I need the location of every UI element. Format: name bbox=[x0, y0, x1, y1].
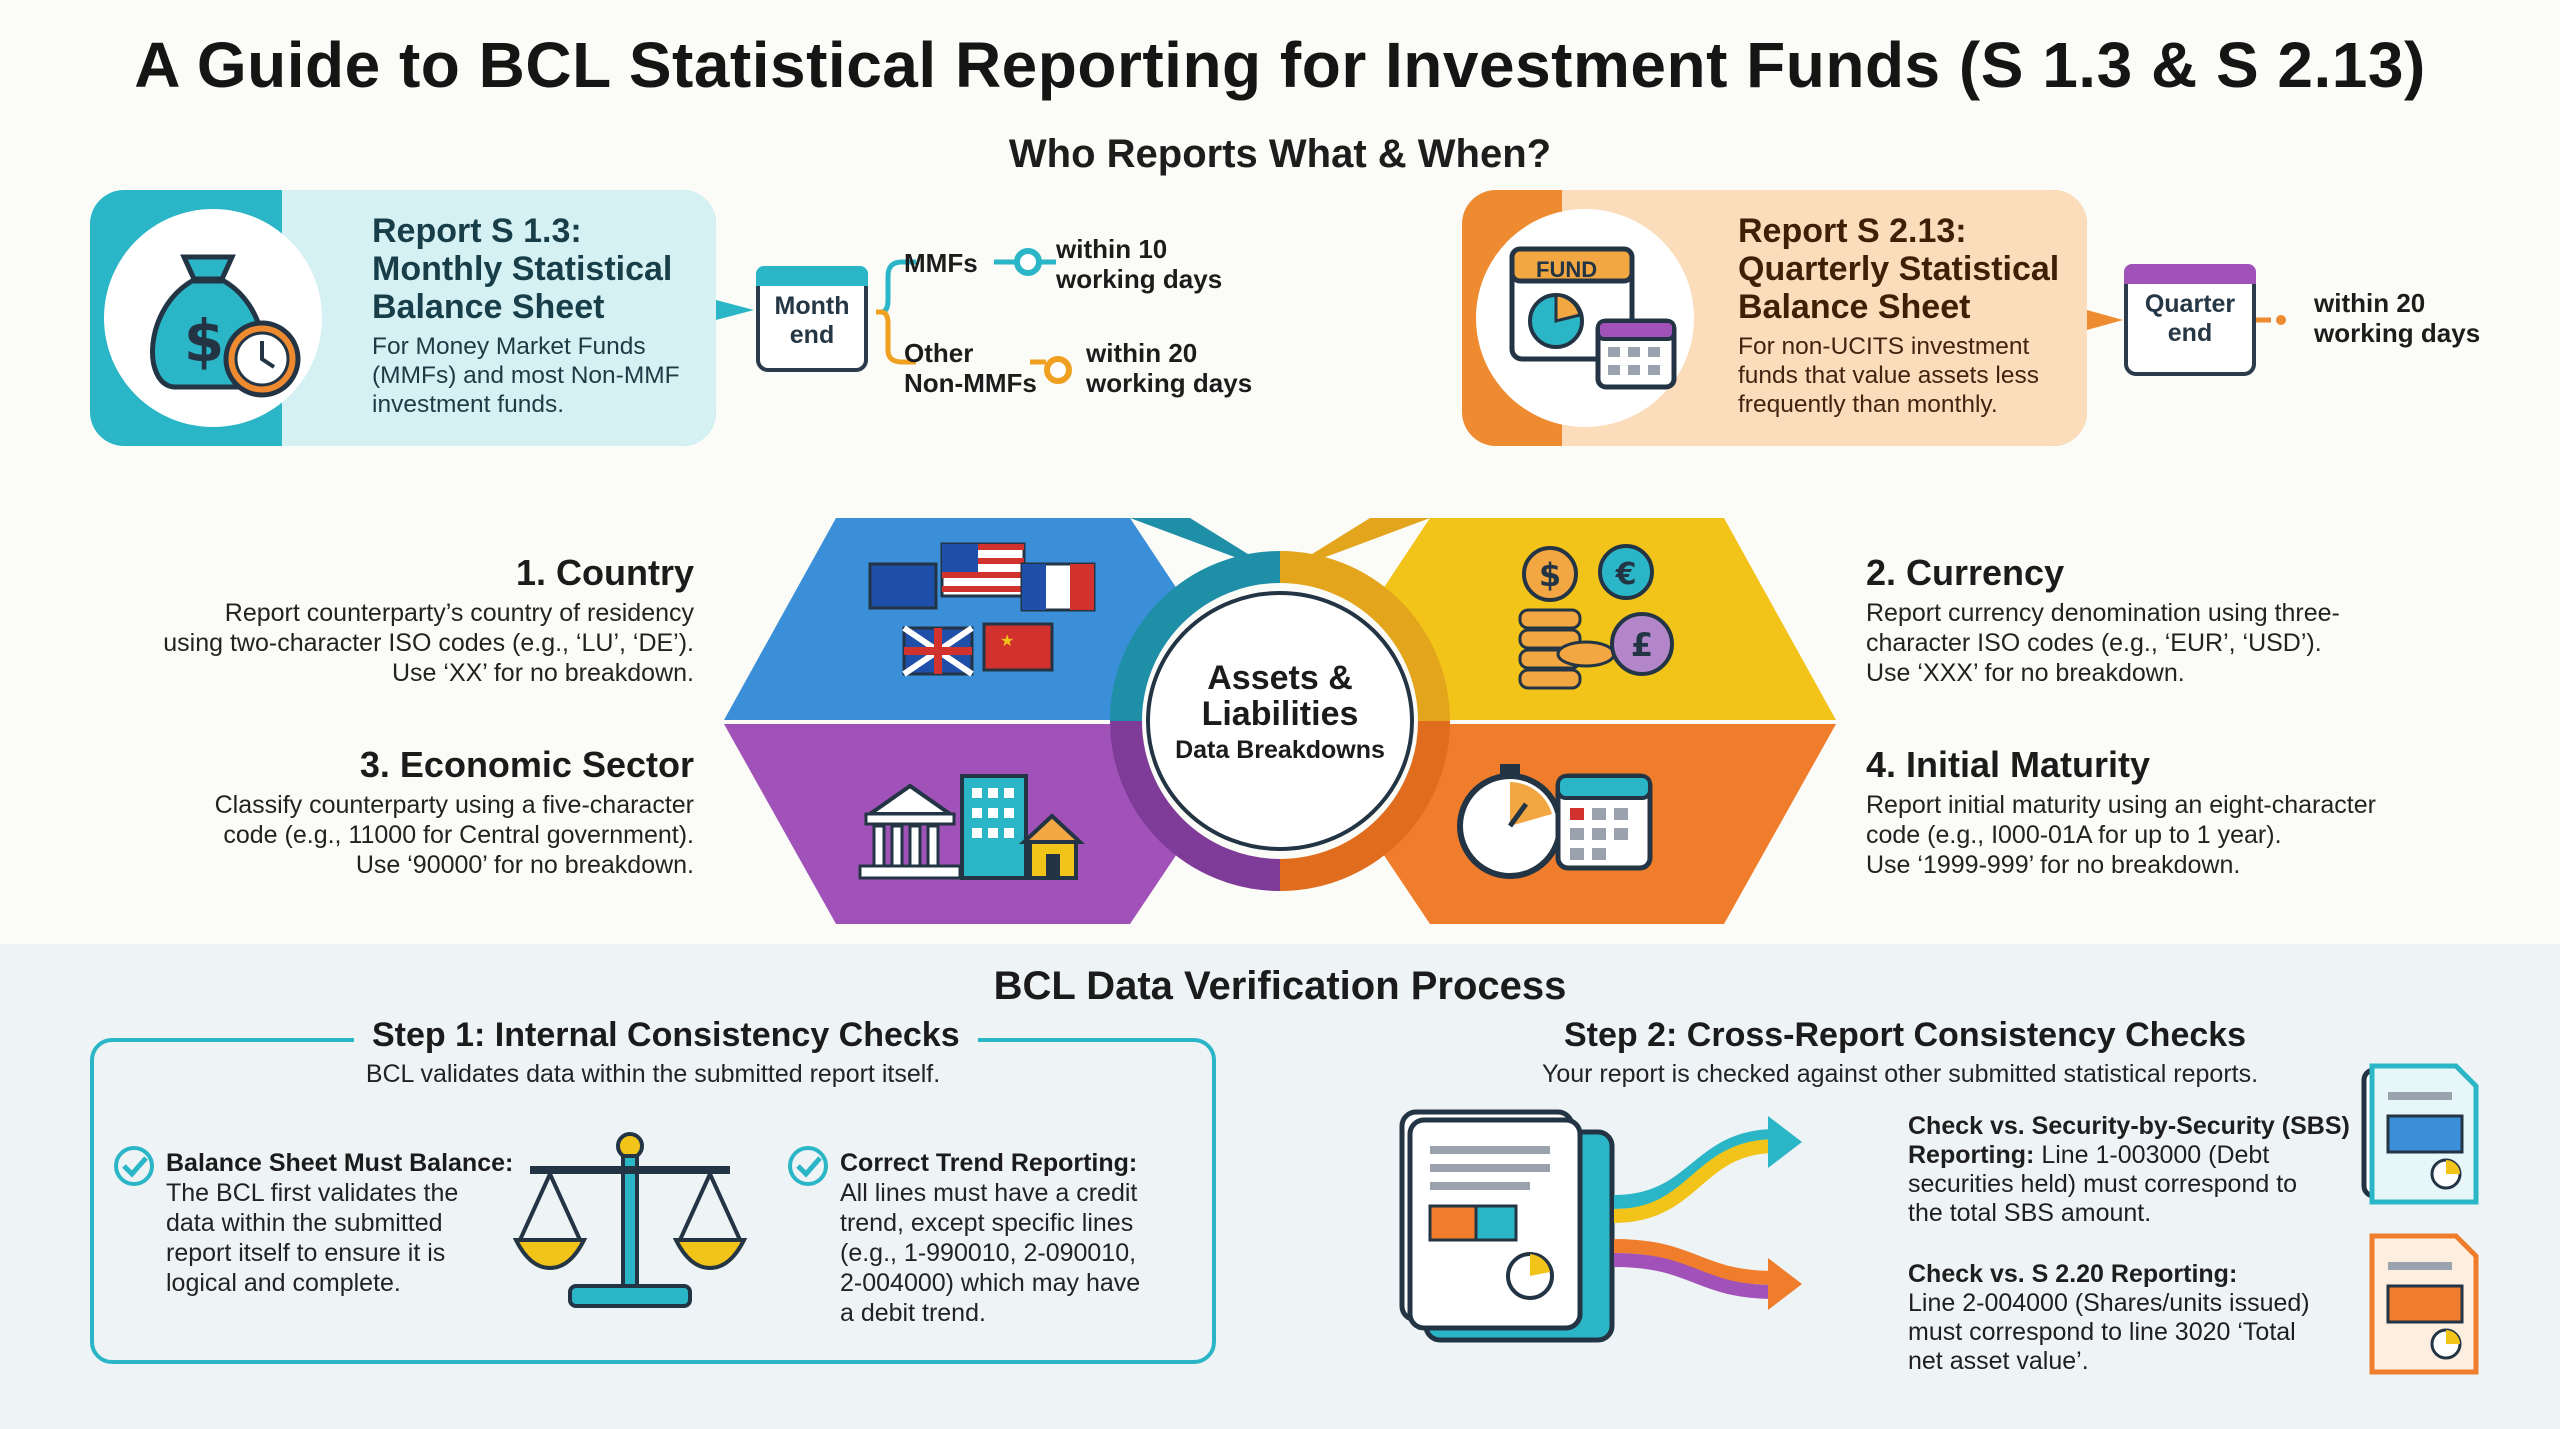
maturity-description: Report initial maturity using an eight-c… bbox=[1866, 791, 2376, 879]
svg-text:£: £ bbox=[1631, 626, 1653, 664]
step2-subtitle: Your report is checked against other sub… bbox=[1541, 1060, 2259, 1088]
balance-check-title: Balance Sheet Must Balance: bbox=[166, 1149, 514, 1177]
step1-subtitle: BCL validates data within the submitted … bbox=[365, 1060, 941, 1088]
center-label: Assets & Liabilities Data Breakdowns bbox=[1160, 660, 1400, 765]
svg-text:€: € bbox=[1615, 557, 1637, 592]
sector-description: Classify counterparty using a five-chara… bbox=[214, 791, 694, 879]
report-s13-description: For Money Market Funds (MMFs) and most N… bbox=[372, 333, 680, 418]
fund-icon-label: FUND bbox=[1536, 257, 1598, 282]
quarterly-deadline: within 20 working days bbox=[2314, 288, 2481, 348]
mmfs-label: MMFs bbox=[904, 248, 978, 278]
data-breakdown-diagram: ★ $ € £ bbox=[724, 518, 1836, 924]
sbs-check-line2: securities held) must correspond to bbox=[1908, 1170, 2298, 1198]
flags-icon: ★ bbox=[868, 542, 1096, 677]
cross-report-flow-graphic bbox=[1399, 1109, 1802, 1343]
sbs-check-lead: Check vs. Security-by-Security (SBS) bbox=[1908, 1112, 2350, 1140]
s220-check-line2: must correspond to line 3020 ‘Total bbox=[1908, 1318, 2296, 1346]
sector-heading: 3. Economic Sector bbox=[359, 744, 694, 785]
s220-check-lead: Check vs. S 2.20 Reporting: bbox=[1908, 1260, 2238, 1288]
buildings-icon bbox=[858, 774, 1086, 880]
report-s13-timeline-connectors bbox=[716, 248, 1072, 384]
quarter-end-calendar: Quarter end bbox=[2124, 264, 2256, 376]
other-non-mmfs-deadline: within 20 working days bbox=[1086, 338, 1253, 398]
sbs-check-line3: the total SBS amount. bbox=[1908, 1199, 2152, 1227]
sbs-document-icon bbox=[2361, 1063, 2479, 1205]
country-heading: 1. Country bbox=[515, 552, 694, 593]
step2-title: Step 2: Cross-Report Consistency Checks bbox=[1564, 1016, 2247, 1054]
maturity-heading: 4. Initial Maturity bbox=[1866, 744, 2151, 785]
svg-text:$: $ bbox=[184, 307, 224, 375]
sbs-check-text: Check vs. Security-by-Security (SBS) Rep… bbox=[1908, 1112, 2378, 1228]
fund-chart-calendar-icon: FUND bbox=[1476, 209, 1694, 427]
country-description: Report counterparty’s country of residen… bbox=[163, 599, 694, 687]
maturity-block: 4. Initial Maturity Report initial matur… bbox=[1866, 744, 2466, 880]
s220-document-icon bbox=[2369, 1233, 2479, 1375]
step1-title: Step 1: Internal Consistency Checks bbox=[354, 1016, 978, 1055]
report-s13-card-body bbox=[282, 190, 716, 446]
report-s213-description: For non-UCITS investment funds that valu… bbox=[1738, 333, 2039, 418]
balance-check-text: Balance Sheet Must Balance: The BCL firs… bbox=[166, 1148, 513, 1298]
country-block: 1. Country Report counterparty’s country… bbox=[100, 552, 694, 688]
center-subtitle: Data Breakdowns bbox=[1175, 736, 1385, 764]
report-s213-heading: Report S 2.13: Quarterly Statistical Bal… bbox=[1738, 212, 2060, 326]
report-s13-card: $ Report S 1.3: Monthly Statistical Bala… bbox=[90, 190, 716, 446]
svg-text:★: ★ bbox=[1000, 633, 1014, 650]
balance-scale-icon bbox=[512, 1132, 748, 1308]
s220-check-text: Check vs. S 2.20 Reporting: Line 2-00400… bbox=[1908, 1260, 2378, 1376]
sbs-check-reporting-label: Reporting: bbox=[1908, 1141, 2035, 1169]
trend-check-text: Correct Trend Reporting: All lines must … bbox=[840, 1148, 1140, 1328]
month-end-calendar: Month end bbox=[756, 266, 868, 372]
trend-check-body: All lines must have a credit trend, exce… bbox=[840, 1179, 1141, 1327]
s220-check-line3: net asset value’. bbox=[1908, 1347, 2089, 1375]
currency-description: Report currency denomination using three… bbox=[1866, 599, 2340, 687]
page-title: A Guide to BCL Statistical Reporting for… bbox=[134, 29, 2426, 101]
s220-check-line1: Line 2-004000 (Shares/units issued) bbox=[1908, 1289, 2310, 1317]
coins-icon: $ € £ bbox=[1518, 544, 1674, 690]
balance-check-body: The BCL first validates the data within … bbox=[166, 1179, 459, 1297]
other-non-mmfs-label: Other Non-MMFs bbox=[904, 338, 1037, 398]
sector-block: 3. Economic Sector Classify counterparty… bbox=[100, 744, 694, 880]
currency-heading: 2. Currency bbox=[1866, 552, 2065, 593]
mmfs-deadline: within 10 working days bbox=[1056, 234, 1223, 294]
money-bag-clock-icon: $ bbox=[104, 209, 322, 427]
stopwatch-calendar-icon bbox=[1457, 764, 1653, 879]
svg-text:$: $ bbox=[1539, 556, 1561, 594]
check-circle-icon bbox=[786, 1144, 830, 1193]
center-title: Assets & Liabilities bbox=[1201, 659, 1359, 733]
section-subtitle-who-reports: Who Reports What & When? bbox=[1008, 132, 1552, 176]
sbs-check-line1: Line 1-003000 (Debt bbox=[2034, 1141, 2270, 1169]
check-circle-icon bbox=[112, 1144, 156, 1193]
report-s13-heading: Report S 1.3: Monthly Statistical Balanc… bbox=[372, 212, 673, 326]
trend-check-title: Correct Trend Reporting: bbox=[840, 1149, 1138, 1177]
currency-block: 2. Currency Report currency denomination… bbox=[1866, 552, 2426, 688]
verification-title: BCL Data Verification Process bbox=[993, 964, 1567, 1008]
